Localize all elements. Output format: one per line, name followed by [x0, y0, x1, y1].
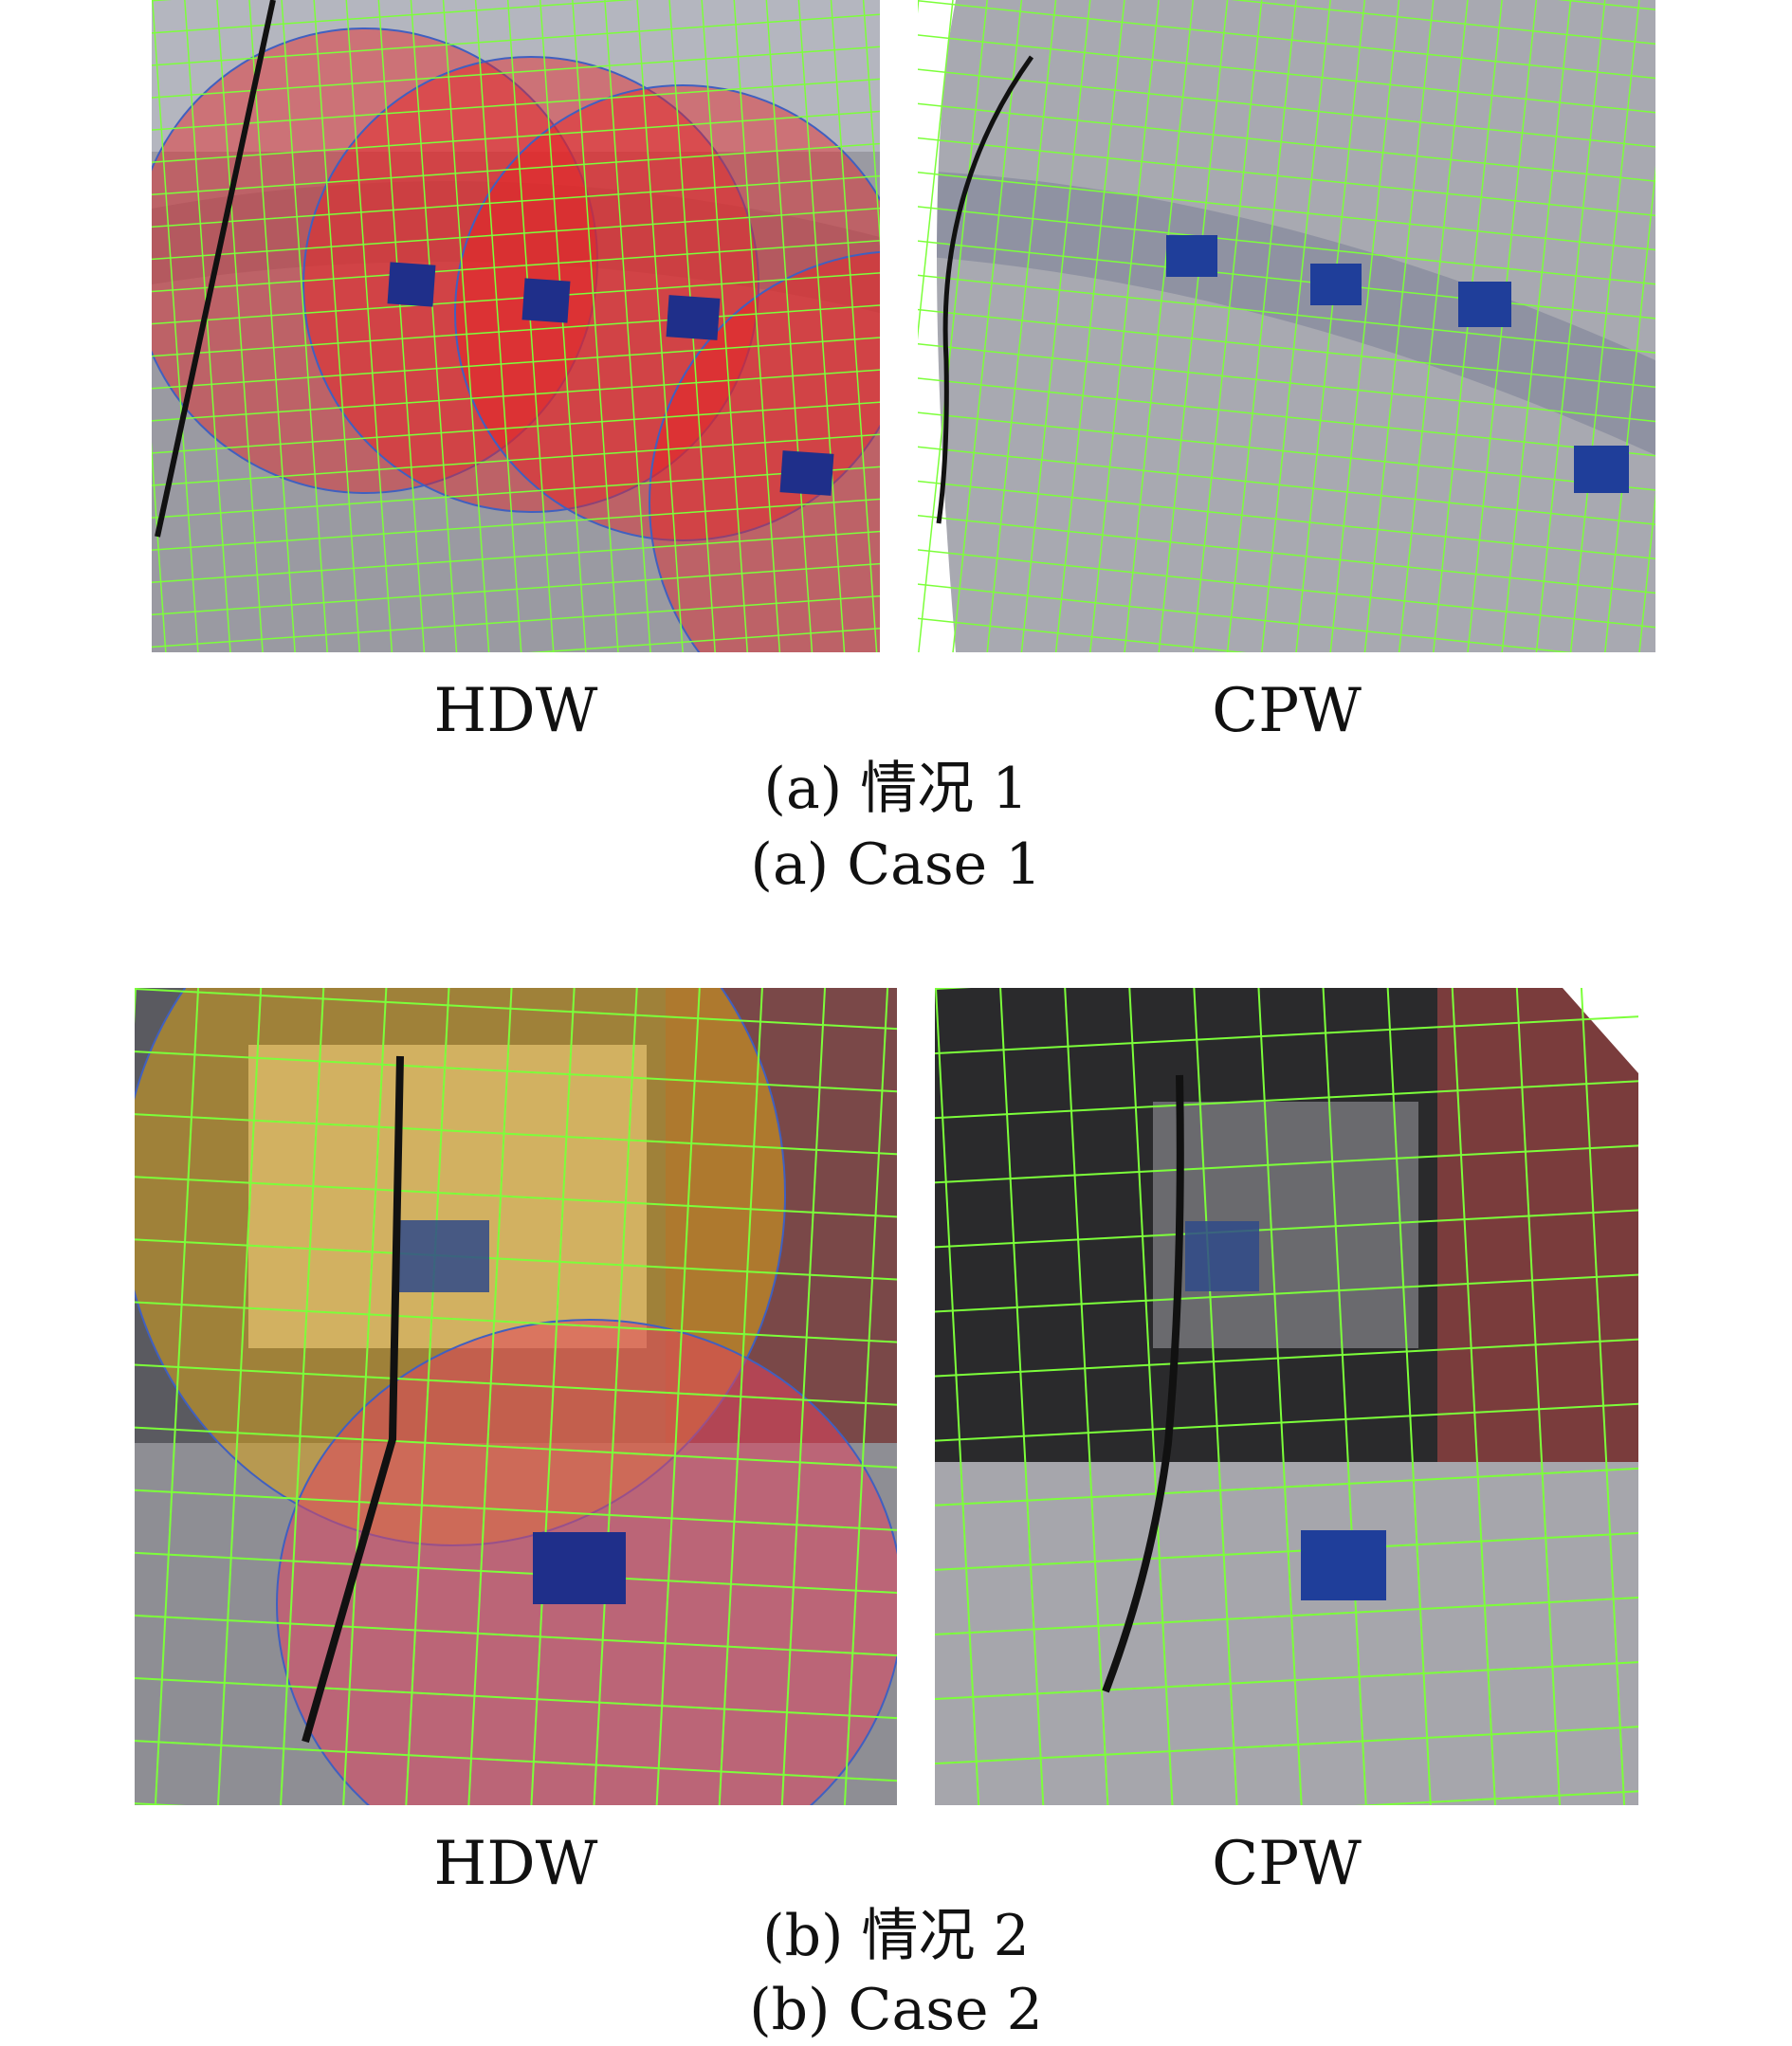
- panel-a-hdw: [152, 0, 880, 652]
- seam-line: [302, 1055, 404, 1744]
- caption-b-cn: (b) 情况 2: [762, 1903, 1030, 1969]
- marker-squares: [387, 262, 834, 496]
- marker-squares: [396, 1220, 626, 1604]
- mesh-grid: [935, 988, 1638, 1805]
- marker-squares: [1166, 235, 1629, 493]
- panel-label-hdw: HDW: [433, 676, 598, 746]
- mesh-grid: [135, 988, 897, 1805]
- panel-b-cpw: [935, 988, 1638, 1805]
- panel-label-hdw: HDW: [433, 1829, 598, 1899]
- cpw-case2-image: [935, 988, 1638, 1805]
- seam-line: [155, 0, 276, 538]
- caption-a-cn: (a) 情况 1: [763, 756, 1029, 822]
- cpw-case1-image: [918, 0, 1655, 652]
- hdw-case1-image: [152, 0, 880, 652]
- panel-label-cpw: CPW: [1212, 676, 1362, 746]
- seam-line: [1102, 1074, 1184, 1693]
- caption-b-en: (b) Case 2: [749, 1977, 1043, 2043]
- mesh-grid: [918, 0, 1655, 652]
- caption-a-en: (a) Case 1: [750, 831, 1042, 898]
- panel-a-cpw: [918, 0, 1655, 652]
- panel-b-hdw: [135, 988, 897, 1805]
- mesh-grid: [152, 0, 880, 652]
- marker-squares: [1185, 1221, 1386, 1600]
- panel-label-cpw: CPW: [1212, 1829, 1362, 1899]
- seam-line: [936, 55, 1034, 524]
- hdw-case2-image: [135, 988, 897, 1805]
